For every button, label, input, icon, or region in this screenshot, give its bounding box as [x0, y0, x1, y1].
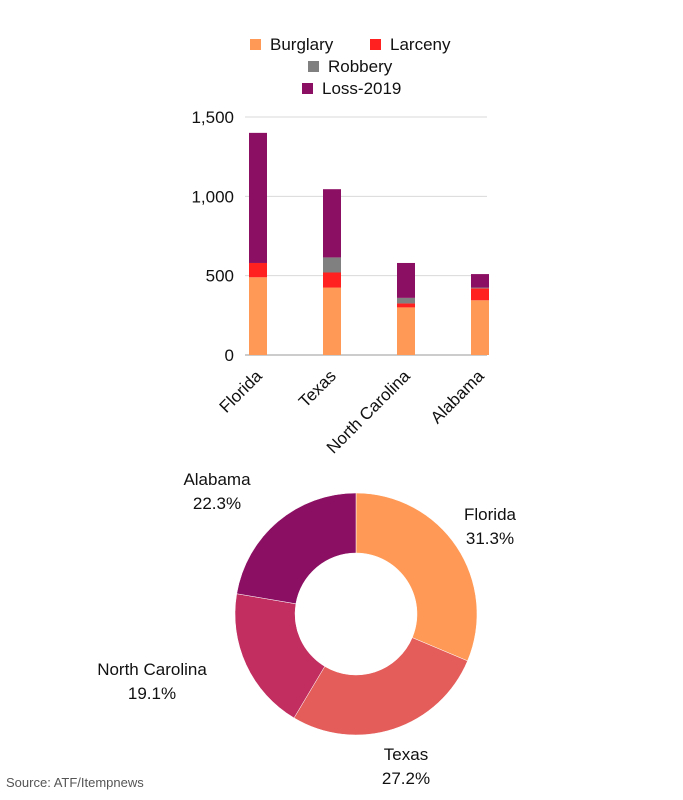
- bar-alabama-larceny: [471, 288, 489, 301]
- bar-texas-loss-2019: [323, 189, 341, 258]
- bar-florida-burglary: [249, 277, 267, 355]
- bar-florida-larceny: [249, 262, 267, 278]
- y-tick-label: 500: [206, 267, 234, 286]
- bar-alabama-robbery: [471, 287, 489, 289]
- donut-label-alabama: Alabama: [183, 470, 251, 489]
- legend-label-loss-2019: Loss-2019: [322, 79, 401, 98]
- donut-label-north-carolina: North Carolina: [97, 660, 207, 679]
- donut-percent-florida: 31.3%: [466, 529, 514, 548]
- bar-texas-robbery: [323, 257, 341, 273]
- source-note: Source: ATF/Itempnews: [6, 775, 144, 790]
- bar-alabama-burglary: [471, 300, 489, 355]
- bar-north-carolina-robbery: [397, 297, 415, 304]
- legend-swatch-burglary: [250, 39, 261, 50]
- x-tick-label-alabama: Alabama: [427, 366, 488, 427]
- bar-texas-larceny: [323, 272, 341, 288]
- legend-label-robbery: Robbery: [328, 57, 393, 76]
- legend-swatch-robbery: [308, 61, 319, 72]
- bar-north-carolina-loss-2019: [397, 262, 415, 298]
- donut-percent-north-carolina: 19.1%: [128, 684, 176, 703]
- bar-texas-burglary: [323, 287, 341, 355]
- bar-north-carolina-larceny: [397, 303, 415, 308]
- legend-label-burglary: Burglary: [270, 35, 334, 54]
- bar-florida-loss-2019: [249, 132, 267, 263]
- x-tick-label-florida: Florida: [216, 366, 267, 417]
- x-tick-label-texas: Texas: [295, 366, 340, 411]
- donut-chart: Florida 31.3% Texas 27.2% North Carolina 19.1…: [97, 470, 516, 788]
- y-tick-label: 1,500: [191, 108, 234, 127]
- bar-alabama-loss-2019: [471, 274, 489, 288]
- donut-label-texas: Texas: [384, 745, 428, 764]
- donut-slice-florida: [355, 492, 478, 662]
- donut-label-florida: Florida: [464, 505, 517, 524]
- donut-percent-alabama: 22.3%: [193, 494, 241, 513]
- donut-percent-texas: 27.2%: [382, 769, 430, 788]
- y-tick-label: 0: [225, 346, 234, 365]
- bar-north-carolina-burglary: [397, 307, 415, 355]
- donut-slice-alabama: [236, 492, 357, 605]
- legend-swatch-loss-2019: [302, 83, 313, 94]
- legend-label-larceny: Larceny: [390, 35, 451, 54]
- stacked-bar-chart: Burglary Larceny Robbery Loss-2019 0 500 1,000…: [191, 35, 489, 457]
- legend-swatch-larceny: [370, 39, 381, 50]
- donut-slice-texas: [293, 637, 468, 736]
- y-tick-label: 1,000: [191, 187, 234, 206]
